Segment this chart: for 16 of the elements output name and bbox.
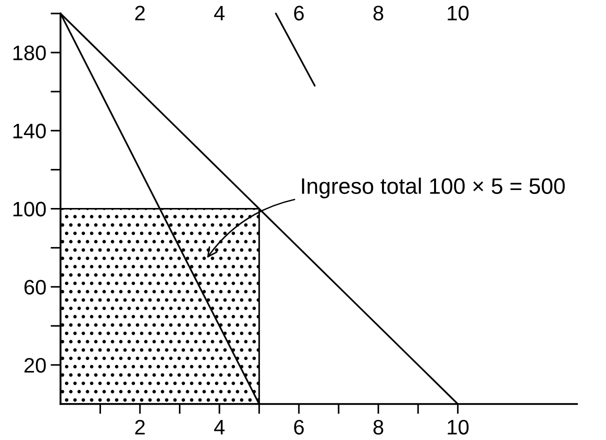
x2-tick-label: 4 [214, 6, 225, 20]
x2-tick-label: 6 [294, 6, 304, 20]
y-tick-label: 180 [13, 46, 46, 60]
x2-tick-label: 10 [448, 6, 469, 20]
y-tick-label: 100 [13, 202, 46, 217]
x2-tick-label: 2 [135, 6, 145, 20]
x2-tick-label: 8 [373, 6, 384, 20]
x-tick-label: 2 [135, 420, 145, 434]
y-tick-label: 60 [24, 280, 46, 295]
x-tick-label: 4 [214, 420, 225, 434]
x-tick-label: 10 [448, 420, 469, 435]
y-tick-label: 140 [13, 124, 46, 138]
annotation: Ingreso total 100 × 5 = 500 [302, 178, 565, 198]
x-tick-label: 6 [294, 420, 304, 435]
x-tick-label: 8 [373, 420, 384, 435]
y-tick-label: 20 [24, 358, 46, 373]
